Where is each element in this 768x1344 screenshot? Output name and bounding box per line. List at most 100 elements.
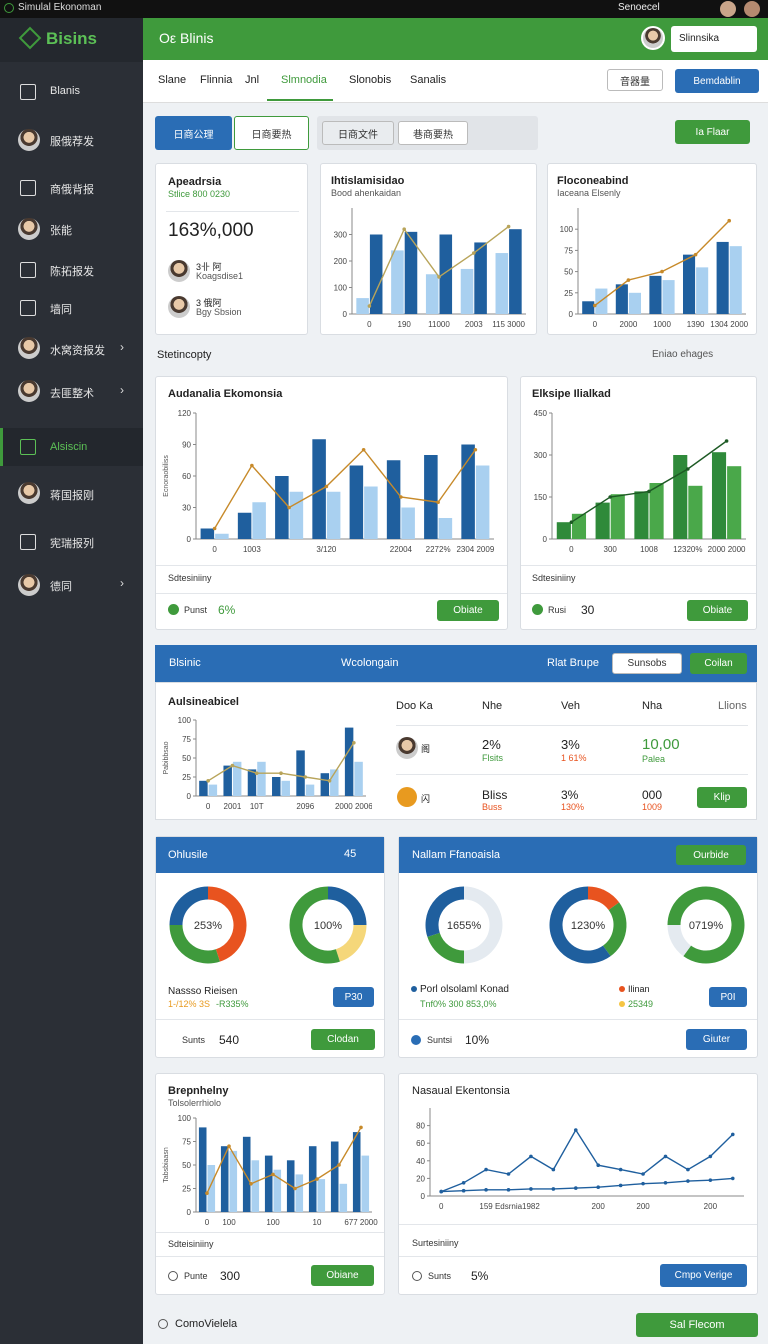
y-tick-label: 60: [182, 472, 191, 481]
button[interactable]: Cmpo Verige: [660, 1264, 747, 1287]
bar: [305, 784, 315, 796]
button[interactable]: Bemdablin: [675, 69, 759, 93]
bar: [320, 773, 330, 796]
bar: [649, 483, 664, 539]
label: Audanalia Ekomonsia: [168, 388, 283, 400]
label: Nassso Rieisen: [168, 986, 238, 997]
point: [271, 1172, 275, 1177]
point: [327, 779, 332, 783]
bar: [326, 491, 341, 539]
label: Llions: [718, 700, 747, 712]
point: [730, 1132, 735, 1137]
bar: [716, 241, 729, 314]
panel-header: Blsinic Wcolongain Rlat Brupe Sunsobs Co…: [155, 645, 757, 682]
bar: [682, 254, 696, 314]
ico: [20, 262, 36, 278]
label: Ohlusile: [168, 849, 208, 861]
chev: ›: [120, 383, 124, 397]
bar: [634, 491, 649, 539]
bar: [223, 765, 232, 796]
button[interactable]: Klip: [697, 787, 747, 808]
button[interactable]: 日商要热: [234, 116, 309, 150]
x-tick-label: 300: [604, 545, 618, 554]
y-tick-label: 50: [564, 268, 573, 277]
label: Rusi: [548, 605, 567, 615]
label: Stetincopty: [157, 349, 212, 361]
label: Nasaual Ekentonsia: [412, 1085, 510, 1097]
button[interactable]: Ia Flaar: [675, 120, 750, 144]
button[interactable]: 巷商要热: [398, 121, 468, 145]
x-tick-label: 1008: [640, 545, 658, 554]
y-tick-label: 75: [182, 735, 191, 744]
label: 130%: [561, 802, 585, 812]
x-tick-label: 190: [398, 320, 412, 329]
point: [529, 1187, 533, 1191]
label: Palea: [642, 754, 666, 764]
point: [437, 275, 441, 279]
label: Flsits: [482, 753, 503, 763]
donut-segment: [587, 886, 620, 911]
button[interactable]: Sunsobs: [612, 653, 682, 674]
x-tick-label: 0: [439, 1202, 444, 1211]
ico: [20, 439, 36, 455]
y-tick-label: 0: [421, 1192, 426, 1201]
donut-label: 253%: [194, 920, 222, 932]
button[interactable]: Clodan: [311, 1029, 375, 1050]
bar: [198, 1127, 207, 1212]
point: [206, 779, 210, 783]
bar: [474, 242, 487, 314]
button[interactable]: Coilan: [690, 653, 747, 674]
donut-segment: [425, 886, 465, 937]
button[interactable]: Ourbide: [676, 845, 746, 865]
button[interactable]: Obiate: [437, 600, 499, 621]
bar: [281, 780, 290, 796]
point: [724, 439, 729, 443]
x-tick-label: 2096: [296, 802, 314, 811]
button[interactable]: Sal Flecom: [636, 1313, 758, 1337]
a: [720, 1, 736, 17]
bar: [352, 1132, 361, 1212]
bar: [252, 502, 266, 539]
x-tick-label: 2000 2006: [335, 802, 372, 811]
label: 10,00: [642, 736, 680, 753]
point: [708, 1178, 713, 1182]
button[interactable]: Giuter: [686, 1029, 747, 1050]
label: 10%: [465, 1033, 490, 1047]
x-tick-label: 677 2000: [344, 1218, 378, 1227]
label: Eniao ehages: [652, 349, 714, 360]
button[interactable]: Obiane: [311, 1265, 374, 1286]
a: [156, 837, 384, 873]
ico: [20, 300, 36, 316]
y-axis-label: Pabibbsao: [163, 741, 170, 774]
point: [361, 447, 366, 452]
x-tick-label: 0: [367, 320, 372, 329]
button[interactable]: 日商公理: [155, 116, 232, 150]
y-tick-label: 0: [543, 535, 548, 544]
label: 000: [642, 788, 663, 802]
button[interactable]: Obiate: [687, 600, 748, 621]
bar: [207, 1165, 216, 1212]
bar: [296, 750, 305, 796]
y-tick-label: 75: [564, 246, 573, 255]
label: Oε Blinis: [159, 30, 214, 46]
point: [484, 1167, 488, 1172]
point: [484, 1188, 488, 1192]
point: [596, 1185, 601, 1189]
y-tick-label: 90: [182, 441, 191, 450]
label: 张能: [50, 225, 72, 237]
donut: 253%: [169, 886, 247, 964]
bar: [272, 777, 281, 796]
bar: [696, 267, 709, 314]
button[interactable]: 日商文件: [322, 121, 394, 145]
label: Veh: [561, 700, 580, 712]
y-tick-label: 120: [178, 409, 192, 418]
y-tick-label: 40: [416, 1157, 425, 1166]
line: [571, 440, 728, 523]
y-tick-label: 100: [178, 716, 192, 725]
bar: [673, 455, 688, 539]
label: 阁: [421, 744, 431, 754]
y-tick-label: 80: [416, 1122, 425, 1131]
label: Ilinan: [628, 984, 650, 994]
point: [663, 1154, 668, 1159]
hr: [156, 1019, 384, 1020]
